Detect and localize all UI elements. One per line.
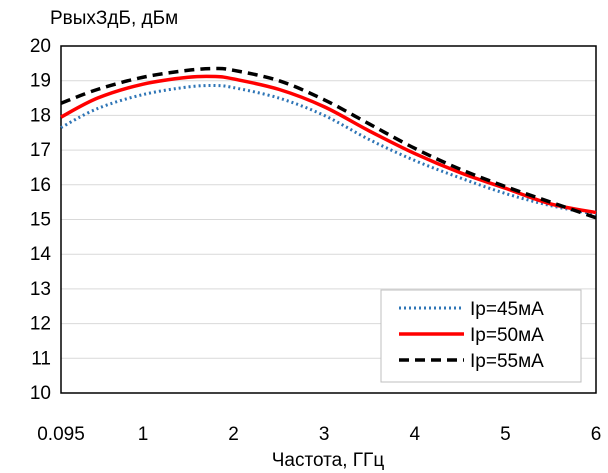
legend-label-3: Ip=55мА [470,351,544,372]
y-tick-label: 12 [30,314,51,335]
y-tick-label: 19 [30,71,51,92]
y-tick-label: 20 [30,36,51,57]
legend-label-2: Ip=50мА [470,325,544,346]
x-tick-label: 1 [138,424,149,445]
x-axis-title: Частота, ГГц [272,450,385,471]
series-lines [60,66,597,220]
series-line-1 [60,84,597,216]
x-tick-label: 5 [500,424,511,445]
plot-area [60,45,597,394]
y-tick-label: 10 [30,383,51,404]
legend: Ip=45мА Ip=50мА Ip=55мА [380,289,582,383]
y-tick-label: 18 [30,105,51,126]
y-tick-label: 11 [31,348,51,369]
y-tick-label: 15 [30,210,51,231]
series-line-3 [60,66,597,220]
y-tick-label: 17 [30,140,51,161]
y-tick-label: 16 [30,175,51,196]
y-axis-title: PвыхЗдБ, дБм [50,8,178,29]
legend-box [380,289,582,383]
y-tick-labels: 10 11 12 13 14 15 16 17 18 19 20 [30,36,52,404]
x-tick-label: 2 [228,424,239,445]
y-tick-label: 13 [30,279,51,300]
x-tick-label: 0.095 [37,424,85,445]
x-tick-label: 6 [591,424,602,445]
y-tick-label: 14 [30,244,52,265]
x-tick-label: 4 [410,424,421,445]
x-tick-labels: 0.095 1 2 3 4 5 6 [37,424,601,445]
x-tick-label: 3 [319,424,330,445]
legend-label-1: Ip=45мА [470,299,544,320]
series-line-2 [60,74,597,215]
